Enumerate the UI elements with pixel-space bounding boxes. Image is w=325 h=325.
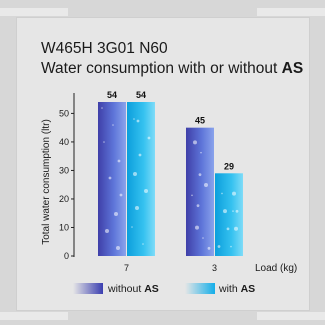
bubble-decoration xyxy=(142,243,144,245)
bubble-decoration xyxy=(105,229,109,233)
bubble-decoration xyxy=(204,183,208,187)
bubble-decoration xyxy=(133,172,137,176)
title-subtitle: Water consumption with or without AS xyxy=(41,59,303,79)
bar-value-label: 29 xyxy=(224,161,234,171)
bubble-decoration xyxy=(217,245,221,248)
title-subtitle-bold: AS xyxy=(281,60,304,77)
bubble-decoration xyxy=(119,193,123,197)
bar-with-as-3 xyxy=(215,173,243,256)
x-axis-title: Load (kg) xyxy=(255,263,297,274)
chart-panel xyxy=(17,18,309,310)
bar-value-label: 54 xyxy=(136,90,146,100)
bubble-decoration xyxy=(101,107,103,109)
legend-label-with-as-bold: AS xyxy=(241,283,256,295)
title-model: W465H 3G01 N60 xyxy=(41,40,168,57)
bubble-decoration xyxy=(191,194,193,197)
legend-label-without-as: without AS xyxy=(107,283,159,295)
bar-value-label: 54 xyxy=(107,90,117,100)
legend-label-without-as-text: without xyxy=(107,283,144,295)
bubble-decoration xyxy=(147,136,151,140)
bubble-decoration xyxy=(207,246,211,250)
bubble-decoration xyxy=(117,159,121,163)
frame-bottom-left xyxy=(0,312,68,320)
bubble-decoration xyxy=(135,206,139,210)
bubble-decoration xyxy=(131,226,133,228)
bubble-decoration xyxy=(138,153,142,157)
bubble-decoration xyxy=(112,124,114,126)
bubble-decoration xyxy=(232,191,236,196)
y-axis-title: Total water consumption (ltr) xyxy=(41,119,52,245)
bubble-decoration xyxy=(116,246,120,250)
y-tick-label: 30 xyxy=(59,165,69,175)
bubble-decoration xyxy=(232,210,234,212)
title-subtitle-text: Water consumption with or without xyxy=(41,60,282,77)
bubble-decoration xyxy=(198,173,202,177)
bubble-decoration xyxy=(136,119,140,123)
x-category-label: 3 xyxy=(212,263,217,273)
y-tick-label: 0 xyxy=(64,251,69,261)
frame-top-left xyxy=(0,8,68,16)
bubble-decoration xyxy=(103,141,105,143)
legend: without AS with AS xyxy=(73,283,255,295)
bubble-decoration xyxy=(200,151,202,154)
bubble-decoration xyxy=(196,204,200,208)
legend-label-with-as-text: with xyxy=(218,283,241,295)
bubble-decoration xyxy=(193,140,197,145)
frame-top-right xyxy=(257,8,325,16)
bar-without-as-7 xyxy=(98,102,126,256)
legend-label-with-as: with AS xyxy=(218,283,255,295)
legend-swatch-without-as xyxy=(73,283,103,294)
chart-title: W465H 3G01 N60 Water consumption with or… xyxy=(41,39,303,79)
legend-label-without-as-bold: AS xyxy=(144,283,159,295)
bubble-decoration xyxy=(221,192,223,195)
y-tick-label: 50 xyxy=(59,108,69,118)
bubble-decoration xyxy=(223,209,227,214)
bubble-decoration xyxy=(144,189,148,193)
bubble-decoration xyxy=(235,209,239,213)
x-category-label: 7 xyxy=(124,263,129,273)
y-tick-label: 40 xyxy=(59,137,69,147)
bubble-decoration xyxy=(195,225,199,230)
bubble-decoration xyxy=(133,118,135,120)
bar-value-label: 45 xyxy=(195,116,205,126)
y-tick-label: 20 xyxy=(59,194,69,204)
bubble-decoration xyxy=(114,212,118,216)
frame-bottom-right xyxy=(257,312,325,320)
bubble-decoration xyxy=(234,226,238,231)
y-tick-label: 10 xyxy=(59,222,69,232)
bar-with-as-7 xyxy=(127,102,155,256)
legend-swatch-with-as xyxy=(185,283,215,294)
bubble-decoration xyxy=(230,245,232,248)
bubble-decoration xyxy=(108,176,112,180)
bar-without-as-3 xyxy=(186,127,214,257)
bubble-decoration xyxy=(226,227,230,231)
bubble-decoration xyxy=(202,237,204,239)
